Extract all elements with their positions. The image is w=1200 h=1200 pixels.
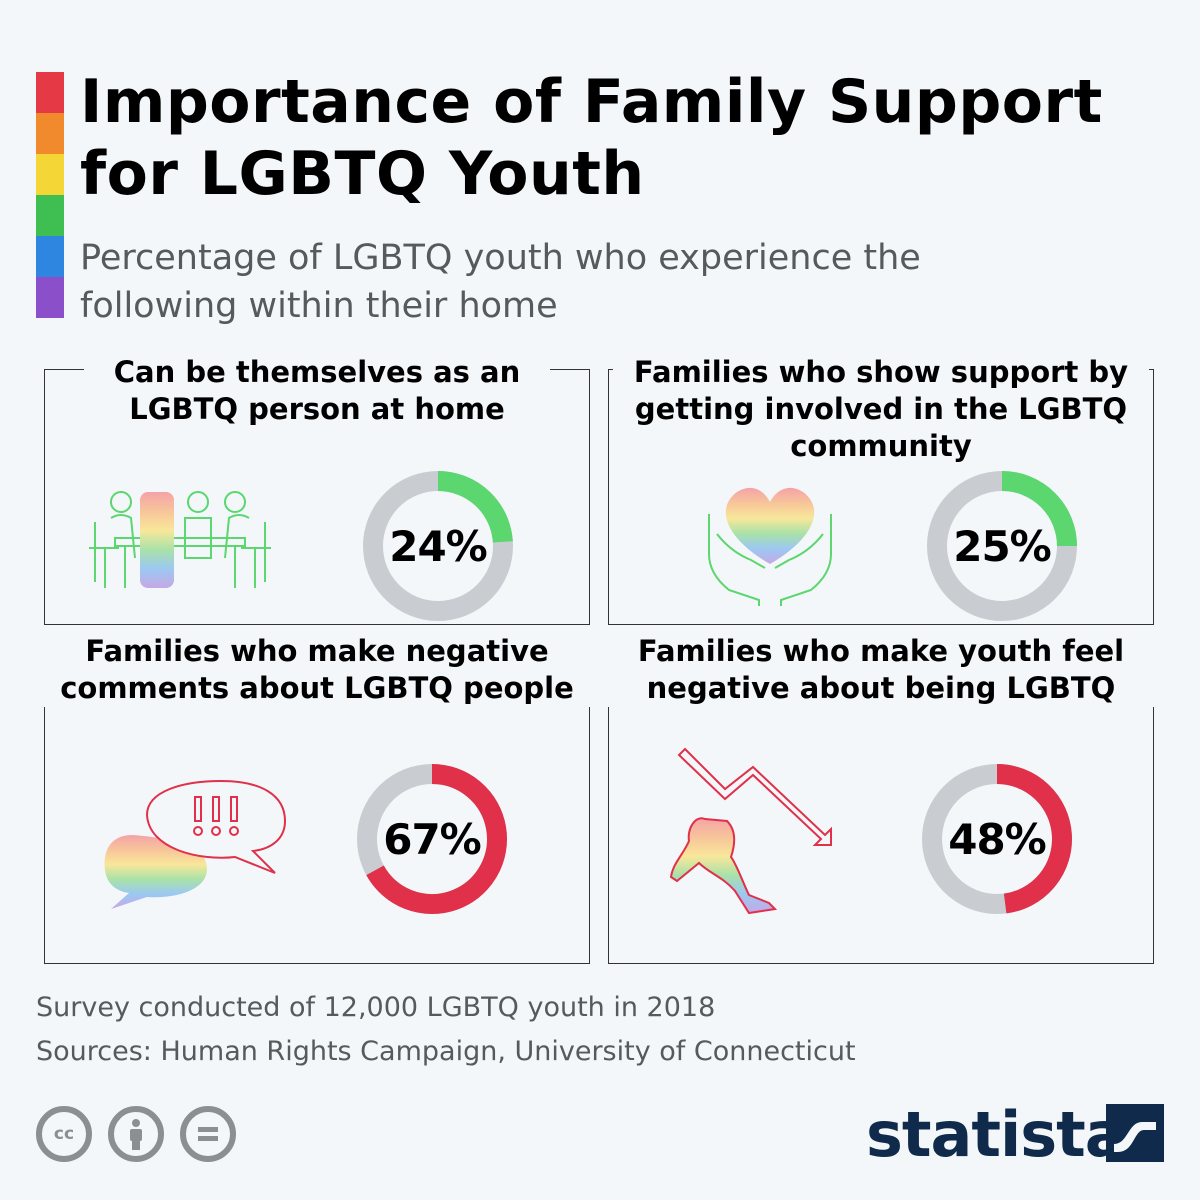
panel-community-support: Families who show support by getting inv…	[608, 354, 1154, 626]
panel-negative-comments: Families who make negative comments abou…	[44, 633, 590, 964]
donut-chart: 67%	[352, 759, 512, 919]
statista-logo-mark-icon	[1106, 1104, 1164, 1162]
statista-logo[interactable]: statista	[866, 1098, 1127, 1171]
donut-value-arc	[366, 764, 507, 914]
panel-title: Families who make youth feel negative ab…	[608, 633, 1154, 707]
sources-note: Sources: Human Rights Campaign, Universi…	[36, 1036, 856, 1067]
no-derivatives-icon[interactable]	[180, 1106, 236, 1162]
family-dinner-icon	[89, 491, 271, 588]
donut-svg	[927, 471, 1077, 621]
panel-title: Families who show support by getting inv…	[613, 354, 1149, 465]
donut-chart: 48%	[917, 759, 1077, 919]
donut-svg	[922, 764, 1072, 914]
page-subtitle: Percentage of LGBTQ youth who experience…	[80, 238, 921, 326]
donut-chart: 24%	[358, 466, 518, 626]
attribution-icon[interactable]	[108, 1106, 164, 1162]
donut-svg	[363, 471, 513, 621]
donut-value-label: 48%	[948, 814, 1047, 864]
rainbow-bar	[36, 72, 64, 318]
survey-note: Survey conducted of 12,000 LGBTQ youth i…	[36, 992, 716, 1023]
panel-feel-negative: Families who make youth feel negative ab…	[608, 633, 1154, 964]
donut-value-label: 24%	[389, 521, 488, 571]
donut-value-arc	[996, 764, 1072, 914]
panel-title: Can be themselves as an LGBTQ person at …	[84, 354, 550, 428]
donut-value-label: 67%	[383, 814, 482, 864]
donut-svg	[357, 764, 507, 914]
speech-bubbles-icon	[104, 779, 287, 909]
heart-in-hands-icon	[708, 487, 832, 606]
panel-title: Families who make negative comments abou…	[44, 633, 590, 707]
panel-be-themselves: Can be themselves as an LGBTQ person at …	[44, 354, 590, 626]
cc-icon[interactable]: cc	[36, 1106, 92, 1162]
donut-value-arc	[437, 471, 513, 543]
sad-person-arrow-icon	[669, 747, 832, 915]
donut-value-arc	[1001, 471, 1077, 547]
page-title: Importance of Family Support for LGBTQ Y…	[80, 67, 1103, 209]
donut-value-label: 25%	[953, 521, 1052, 571]
donut-chart: 25%	[922, 466, 1082, 626]
